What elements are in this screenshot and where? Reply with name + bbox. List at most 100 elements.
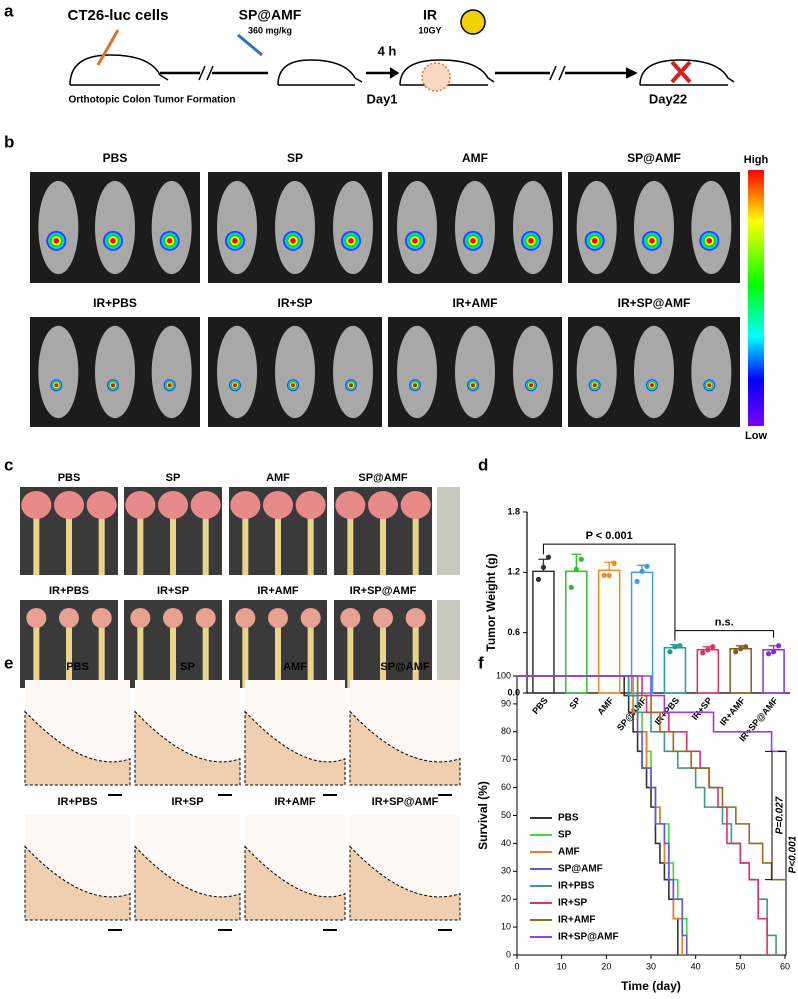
mouse xyxy=(333,325,373,419)
tumor xyxy=(230,491,261,519)
bar xyxy=(597,569,621,694)
y-tick-label: 80 xyxy=(501,726,511,736)
data-point xyxy=(710,644,716,650)
signal xyxy=(53,238,60,244)
mouse xyxy=(217,325,257,419)
signal xyxy=(348,238,354,244)
group-label: SP xyxy=(287,151,303,165)
legend-label: IR+AMF xyxy=(558,915,596,926)
colon xyxy=(98,502,105,575)
signal xyxy=(167,383,172,388)
bar xyxy=(663,647,687,694)
tumor xyxy=(400,491,431,519)
mouse xyxy=(275,325,315,419)
colon xyxy=(33,502,40,575)
mouse xyxy=(455,325,495,419)
legend-label: IR+PBS xyxy=(558,881,595,892)
colon xyxy=(275,502,281,575)
data-point xyxy=(545,554,552,560)
mouse xyxy=(397,180,437,275)
colon xyxy=(66,615,72,688)
x-tick-label: 0 xyxy=(514,961,519,971)
colon xyxy=(137,615,144,688)
signal xyxy=(290,238,296,244)
tissue xyxy=(244,845,346,921)
timeline xyxy=(69,9,735,92)
group-label: SP xyxy=(180,661,195,673)
dose-label: 360 mg/kg xyxy=(248,25,292,35)
day22-label: Day22 xyxy=(649,91,687,106)
bar xyxy=(532,570,555,694)
y-axis-label: Tumor Weight (g) xyxy=(484,553,498,651)
signal xyxy=(54,383,59,388)
mouse xyxy=(576,180,617,275)
drug-label: SP@AMF xyxy=(239,7,302,23)
colon xyxy=(170,615,176,688)
signal xyxy=(591,238,598,244)
data-point xyxy=(634,578,640,584)
mouse xyxy=(634,325,674,419)
x-tick-label: SP xyxy=(567,695,582,711)
group-label: IR+SP xyxy=(277,296,312,310)
bracket xyxy=(542,543,676,641)
y-tick-label: 90 xyxy=(501,698,511,708)
tumor xyxy=(335,491,366,519)
tumor xyxy=(125,491,156,519)
colon xyxy=(202,615,209,688)
tumor xyxy=(268,608,288,628)
panel-letter: e xyxy=(4,653,13,672)
x-tick-label: 30 xyxy=(646,961,656,971)
mouse xyxy=(38,325,79,419)
data-point xyxy=(667,649,673,655)
data-point xyxy=(639,568,645,574)
group-label: SP@AMF xyxy=(627,151,681,165)
group-label: IR+PBS xyxy=(93,296,137,310)
tumor xyxy=(195,608,216,628)
tumor xyxy=(235,608,256,628)
y-axis-label: Survival (%) xyxy=(476,781,490,850)
tumor xyxy=(54,491,84,519)
bar xyxy=(630,571,654,694)
colon xyxy=(137,502,144,575)
signal xyxy=(529,383,533,388)
colon xyxy=(242,615,249,688)
colon xyxy=(380,615,386,688)
colon xyxy=(307,615,314,688)
legend-label: SP xyxy=(558,830,572,841)
tumor xyxy=(130,608,151,628)
tissue xyxy=(349,845,461,921)
mouse xyxy=(95,325,135,419)
data-point xyxy=(770,649,777,655)
data-point xyxy=(705,647,711,653)
data-point xyxy=(765,651,772,657)
survival-curve xyxy=(517,675,777,955)
signal xyxy=(413,383,417,388)
group-label: AMF xyxy=(266,472,290,484)
colon xyxy=(66,502,72,575)
y-tick-label: 60 xyxy=(501,782,511,792)
group-label: IR+PBS xyxy=(57,796,97,808)
y-tick-label: 0.0 xyxy=(507,687,520,697)
colon xyxy=(33,615,40,688)
panel-letter: b xyxy=(4,132,14,151)
interval-label: 4 h xyxy=(378,43,397,58)
bar xyxy=(729,648,752,694)
bar xyxy=(696,649,720,694)
group-label: IR+AMF xyxy=(453,296,498,310)
signal xyxy=(111,383,115,388)
signal xyxy=(471,383,475,388)
panel-letter: a xyxy=(4,1,14,20)
tumor xyxy=(373,608,393,628)
tumor xyxy=(21,491,52,519)
group-label: SP@AMF xyxy=(358,472,408,484)
data-point xyxy=(540,564,547,570)
x-axis-label: Time (day) xyxy=(621,979,681,993)
tumor xyxy=(190,491,221,519)
mouse xyxy=(397,325,437,419)
tissue xyxy=(24,845,131,921)
x-tick-label: SP@AMF xyxy=(615,695,649,733)
annotation: P=0.027 xyxy=(775,796,786,834)
group-label: IR+SP@AMF xyxy=(618,296,691,310)
